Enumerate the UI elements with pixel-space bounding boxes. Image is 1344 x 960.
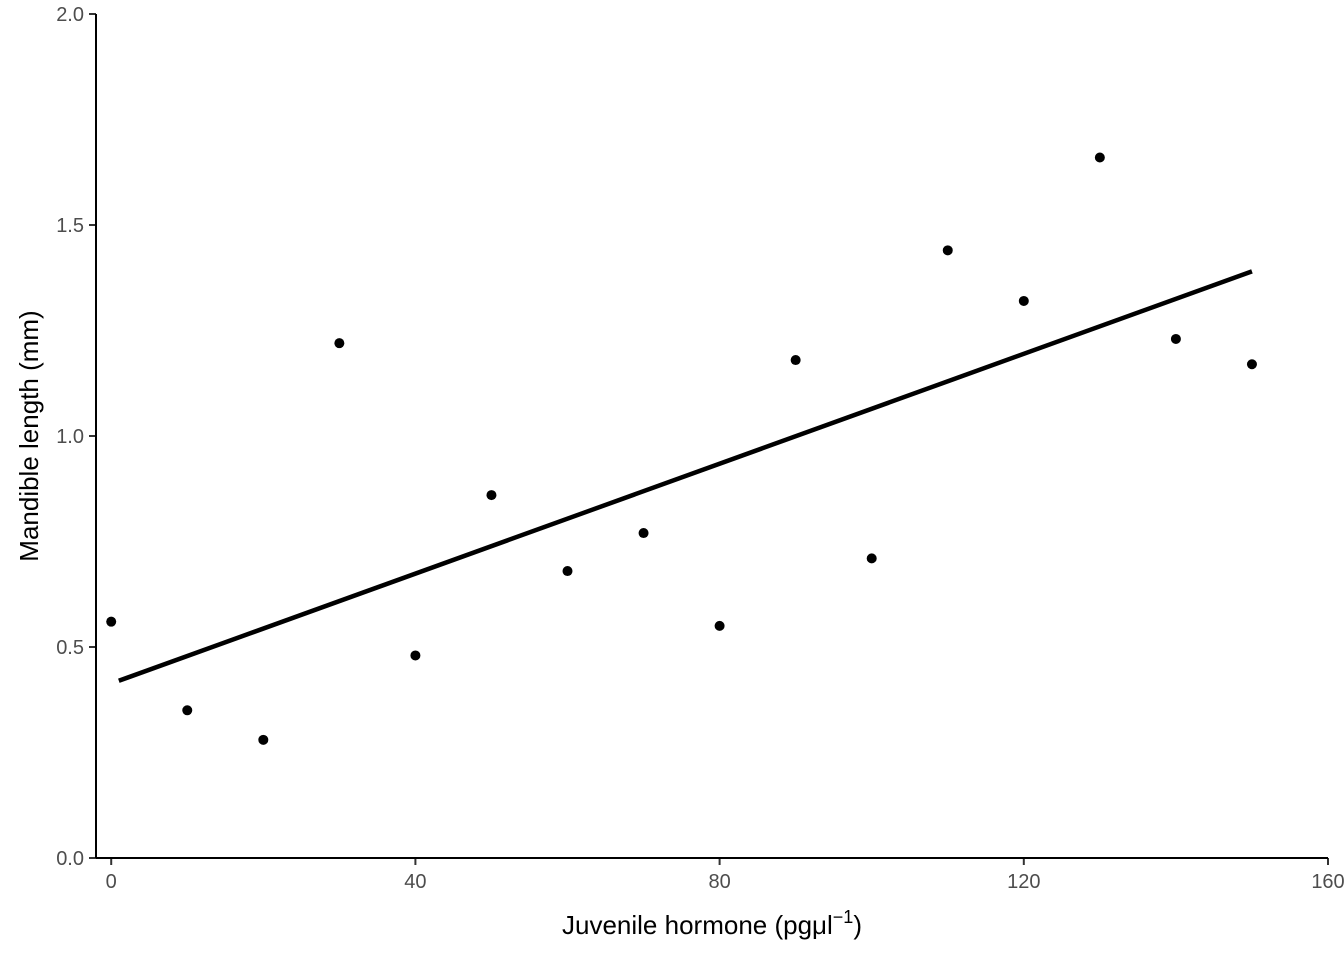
y-tick-label: 0.5	[56, 637, 84, 659]
data-point	[790, 355, 801, 366]
data-point	[182, 705, 193, 716]
data-point	[486, 490, 497, 501]
data-points	[106, 152, 1257, 745]
y-tick-label: 2.0	[56, 4, 84, 26]
y-tick-label: 1.5	[56, 215, 84, 237]
x-tick-label: 80	[708, 871, 730, 893]
x-axis-ticks: 0 40 80 120 160	[106, 858, 1344, 893]
data-point	[1170, 333, 1181, 344]
y-tick-label: 1.0	[56, 426, 84, 448]
data-point	[258, 734, 269, 745]
regression-line	[118, 269, 1253, 683]
data-point	[714, 620, 725, 631]
data-point	[562, 566, 573, 577]
y-axis-title: Mandible length (mm)	[14, 310, 44, 561]
y-axis-ticks: 0.0 0.5 1.0 1.5 2.0	[56, 4, 96, 870]
data-point	[106, 616, 117, 627]
data-point	[638, 528, 649, 539]
x-axis-title-suffix: )	[853, 910, 862, 940]
x-tick-label: 0	[106, 871, 117, 893]
x-axis-title: Juvenile hormone (pgμl−1)	[562, 907, 862, 940]
data-point	[866, 553, 877, 564]
data-point	[1018, 295, 1029, 306]
data-point	[334, 338, 345, 349]
x-tick-label: 160	[1311, 871, 1344, 893]
data-point	[1246, 359, 1257, 370]
x-tick-label: 40	[404, 871, 426, 893]
x-axis-title-superscript: −1	[833, 907, 854, 927]
x-tick-label: 120	[1007, 871, 1040, 893]
data-point	[410, 650, 421, 661]
y-tick-label: 0.0	[56, 848, 84, 870]
x-axis-title-main: Juvenile hormone (pgμl	[562, 910, 833, 940]
data-point	[1094, 152, 1105, 163]
data-point	[942, 245, 953, 256]
